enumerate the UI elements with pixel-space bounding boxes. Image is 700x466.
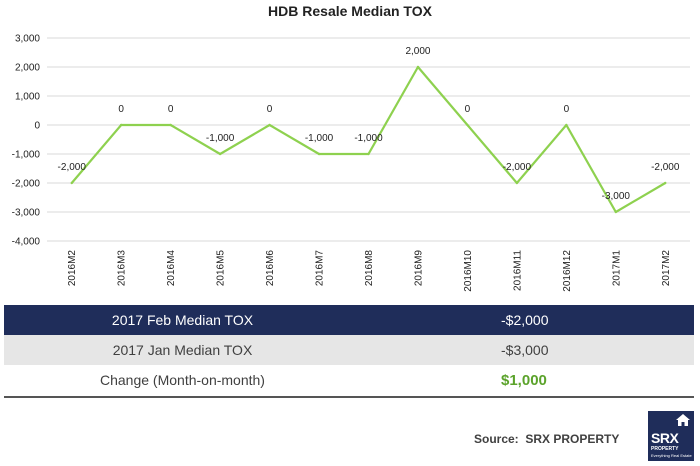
source-text: Source: SRX PROPERTY [474, 432, 620, 446]
y-axis-ticks: 3,000 2,000 1,000 0 -1,000 -2,000 -3,000 -4,000 [12, 34, 41, 248]
data-label: -1,000 [305, 133, 334, 144]
srx-logo: SRX PROPERTY Everything Real Estate [648, 411, 694, 461]
data-label: -2,000 [503, 162, 532, 173]
data-point [466, 123, 469, 127]
chart-title: HDB Resale Median TOX [268, 3, 433, 19]
data-label: 0 [118, 104, 124, 115]
logo-tagline: Everything Real Estate [651, 453, 692, 458]
row-value: -$2,000 [361, 305, 694, 335]
row-label: 2017 Feb Median TOX [4, 305, 361, 335]
row-label: 2017 Jan Median TOX [4, 335, 361, 365]
x-tick-label: 2016M8 [364, 250, 375, 287]
x-tick-label: 2016M11 [512, 250, 523, 291]
row-value: -$3,000 [361, 335, 694, 365]
table-row-jan: 2017 Jan Median TOX -$3,000 [4, 335, 694, 365]
data-label: -1,000 [206, 133, 235, 144]
row-label: Change (Month-on-month) [4, 365, 361, 395]
x-tick-label: 2016M6 [265, 250, 276, 287]
table-row-feb: 2017 Feb Median TOX -$2,000 [4, 305, 694, 335]
x-tick-label: 2016M9 [413, 250, 424, 287]
data-labels: -2,000 0 0 -1,000 0 -1,000 -1,000 2,000 0 -2,000 0… [58, 46, 680, 202]
x-tick-label: 2016M4 [166, 250, 177, 287]
y-tick-label: 2,000 [15, 63, 40, 74]
data-point [515, 181, 519, 185]
data-point [218, 152, 222, 156]
y-tick-label: 1,000 [15, 92, 40, 103]
house-icon [676, 414, 690, 426]
x-axis-ticks: 2016M2 2016M3 2016M4 2016M5 2016M6 2016M7 2016… [67, 250, 672, 292]
logo-sub: PROPERTY [651, 446, 679, 452]
data-label: -2,000 [651, 162, 680, 173]
data-point [70, 181, 73, 185]
table-bottom-rule [4, 396, 694, 398]
data-label: 0 [168, 104, 174, 115]
data-point [614, 210, 618, 214]
y-tick-label: -2,000 [12, 179, 41, 190]
data-label: 0 [267, 104, 273, 115]
x-tick-label: 2016M7 [315, 250, 326, 287]
data-label: 2,000 [405, 46, 430, 57]
table-row-change: Change (Month-on-month) $1,000 [4, 365, 694, 395]
data-point [169, 123, 172, 127]
y-tick-label: 3,000 [15, 34, 40, 45]
data-point [317, 152, 321, 156]
data-point [119, 123, 123, 127]
data-point [664, 181, 667, 185]
data-point [367, 152, 370, 156]
data-point [416, 65, 420, 69]
y-tick-label: 0 [34, 121, 40, 132]
x-tick-label: 2016M10 [463, 250, 474, 292]
x-tick-label: 2016M12 [562, 250, 573, 292]
series-layer [70, 65, 667, 214]
data-label: -3,000 [602, 191, 631, 202]
y-tick-label: -4,000 [12, 237, 41, 248]
summary-table: 2017 Feb Median TOX -$2,000 2017 Jan Med… [4, 305, 694, 395]
x-tick-label: 2017M2 [661, 250, 672, 287]
row-value: $1,000 [361, 365, 694, 395]
data-label: -2,000 [58, 162, 87, 173]
y-tick-label: -1,000 [12, 150, 41, 161]
data-point [565, 123, 568, 127]
data-point [268, 123, 271, 127]
data-label: -1,000 [354, 133, 383, 144]
x-tick-label: 2016M3 [117, 250, 128, 287]
data-label: 0 [564, 104, 570, 115]
data-label: 0 [465, 104, 471, 115]
x-tick-label: 2016M5 [216, 250, 227, 287]
x-tick-label: 2017M1 [611, 250, 622, 287]
line-chart: HDB Resale Median TOX 3,000 2,000 1,000 0 -1… [12, 3, 690, 292]
y-tick-label: -3,000 [12, 208, 41, 219]
x-tick-label: 2016M2 [67, 250, 78, 287]
logo-word: SRX [651, 430, 679, 446]
